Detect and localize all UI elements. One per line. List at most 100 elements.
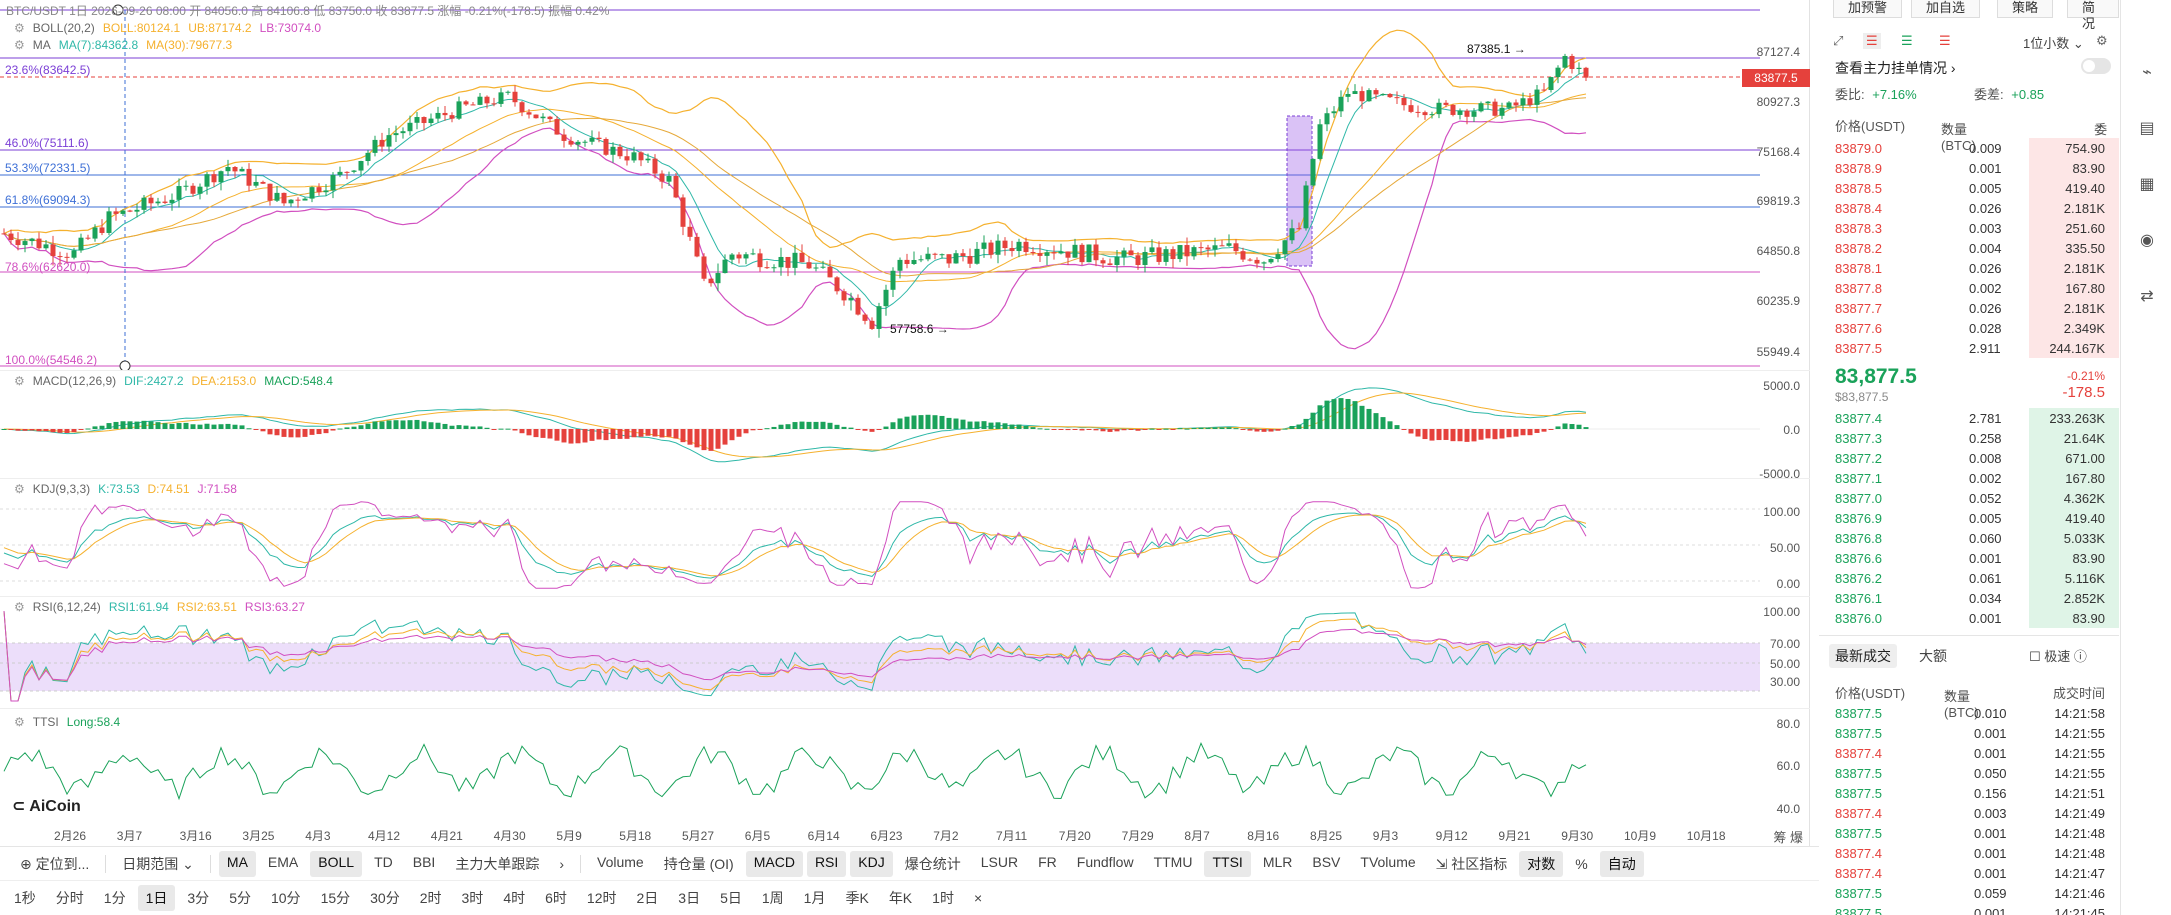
- ask-row[interactable]: 83877.7 0.026 2.181K: [1819, 298, 2119, 318]
- indicator-toggle[interactable]: TVolume: [1360, 853, 1416, 870]
- period-button[interactable]: 3日: [678, 890, 701, 906]
- close-icon[interactable]: ×: [973, 890, 983, 906]
- indicator-toggle[interactable]: Fundflow: [1076, 853, 1134, 870]
- period-button[interactable]: 1月: [803, 890, 826, 906]
- chart-icon[interactable]: ⌁: [2142, 64, 2152, 81]
- settings-icon[interactable]: ⚙: [14, 482, 25, 496]
- period-button[interactable]: 15分: [320, 890, 351, 906]
- settings-icon[interactable]: ⚙: [14, 715, 25, 729]
- locate-button[interactable]: ⊕ 定位到...: [20, 855, 90, 872]
- period-button[interactable]: 4时: [503, 890, 526, 906]
- top-action-button[interactable]: 加预警: [1833, 0, 1903, 18]
- settings-icon[interactable]: ⚙: [14, 21, 25, 35]
- bid-row[interactable]: 83877.4 2.781 233.263K: [1819, 408, 2119, 428]
- percent-button[interactable]: %: [1575, 855, 1588, 872]
- top-action-button[interactable]: 加自选: [1911, 0, 1981, 18]
- calculator-icon[interactable]: ▦: [2139, 176, 2155, 193]
- period-button[interactable]: 12时: [586, 890, 617, 906]
- macd-plot[interactable]: [0, 371, 1810, 479]
- chip-explode-label[interactable]: 筹 爆: [1773, 830, 1803, 845]
- period-button[interactable]: 1周: [761, 890, 784, 906]
- book-both-icon[interactable]: ☰: [1863, 33, 1881, 49]
- period-button[interactable]: 10分: [270, 890, 301, 906]
- bid-row[interactable]: 83876.1 0.034 2.852K: [1819, 588, 2119, 608]
- tab-latest-trades[interactable]: 最新成交: [1829, 644, 1897, 668]
- indicator-toggle[interactable]: 持仓量 (OI): [663, 855, 734, 872]
- indicator-toggle[interactable]: EMA: [267, 853, 299, 870]
- period-button[interactable]: 1秒: [14, 890, 36, 906]
- bid-row[interactable]: 83877.0 0.052 4.362K: [1819, 488, 2119, 508]
- indicator-toggle[interactable]: TTMU: [1153, 853, 1193, 870]
- bid-row[interactable]: 83876.0 0.001 83.90: [1819, 608, 2119, 628]
- ask-row[interactable]: 83877.8 0.002 167.80: [1819, 278, 2119, 298]
- ask-row[interactable]: 83879.0 0.009 754.90: [1819, 138, 2119, 158]
- main-orders-toggle[interactable]: [2081, 58, 2111, 74]
- indicator-toggle[interactable]: BBI: [412, 853, 436, 870]
- ask-row[interactable]: 83878.3 0.003 251.60: [1819, 218, 2119, 238]
- ttsi-pane[interactable]: ⚙ TTSI Long:58.4 80.0 60.0 40.0: [0, 708, 1810, 822]
- indicator-toggle[interactable]: BSV: [1312, 853, 1341, 870]
- period-button[interactable]: 6时: [545, 890, 567, 906]
- period-button[interactable]: 3分: [187, 890, 210, 906]
- settings-icon[interactable]: ⚙: [14, 374, 25, 388]
- bid-row[interactable]: 83877.3 0.258 21.64K: [1819, 428, 2119, 448]
- precision-select[interactable]: 1位小数 ⌄: [2023, 36, 2084, 51]
- ask-row[interactable]: 83878.1 0.026 2.181K: [1819, 258, 2119, 278]
- top-action-button[interactable]: 策略: [1997, 0, 2054, 18]
- robot-icon[interactable]: ◉: [2140, 232, 2154, 249]
- kdj-pane[interactable]: ⚙ KDJ(9,3,3) K:73.53 D:74.51 J:71.58 100…: [0, 478, 1810, 596]
- settings-icon[interactable]: ⚙: [14, 38, 25, 52]
- period-button[interactable]: 年K: [888, 890, 913, 906]
- period-button[interactable]: 30分: [370, 890, 400, 906]
- book-bids-icon[interactable]: ☰: [1901, 33, 1913, 48]
- period-button[interactable]: 1分: [103, 890, 126, 906]
- indicator-toggle[interactable]: FR: [1038, 853, 1057, 870]
- ask-row[interactable]: 83877.5 2.911 244.167K: [1819, 338, 2119, 358]
- indicator-toggle[interactable]: BOLL: [310, 850, 363, 877]
- chevron-right-icon[interactable]: ›: [559, 855, 564, 872]
- exchange-icon[interactable]: ⇄: [2140, 288, 2154, 305]
- indicator-toggle[interactable]: TD: [374, 853, 393, 870]
- indicator-toggle[interactable]: 主力大单跟踪: [455, 855, 540, 872]
- chart-area[interactable]: BTC/USDT 1日 2026-09-26 08:00 开 84056.0 高…: [0, 0, 1810, 846]
- ask-row[interactable]: 83877.6 0.028 2.349K: [1819, 318, 2119, 338]
- settings-icon[interactable]: ⚙: [2096, 33, 2108, 48]
- indicator-toggle[interactable]: Volume: [597, 853, 644, 870]
- macd-pane[interactable]: ⚙ MACD(12,26,9) DIF:2427.2 DEA:2153.0 MA…: [0, 370, 1810, 481]
- bid-row[interactable]: 83876.8 0.060 5.033K: [1819, 528, 2119, 548]
- community-indicator-button[interactable]: ⇲ 社区指标: [1435, 855, 1508, 872]
- top-action-button[interactable]: 简况: [2067, 0, 2119, 31]
- kdj-plot[interactable]: [0, 479, 1810, 597]
- bid-row[interactable]: 83877.2 0.008 671.00: [1819, 448, 2119, 468]
- period-button[interactable]: 分时: [55, 890, 84, 906]
- period-button[interactable]: 3时: [461, 890, 484, 906]
- rsi-plot[interactable]: [0, 597, 1810, 709]
- indicator-toggle[interactable]: KDJ: [850, 850, 893, 877]
- main-price-pane[interactable]: BTC/USDT 1日 2026-09-26 08:00 开 84056.0 高…: [0, 0, 1810, 370]
- date-range-button[interactable]: 日期范围 ⌄: [122, 855, 194, 872]
- ask-row[interactable]: 83878.5 0.005 419.40: [1819, 178, 2119, 198]
- bid-row[interactable]: 83877.1 0.002 167.80: [1819, 468, 2119, 488]
- period-button[interactable]: 2时: [419, 890, 442, 906]
- bid-row[interactable]: 83876.9 0.005 419.40: [1819, 508, 2119, 528]
- period-button[interactable]: 2日: [636, 890, 659, 906]
- ttsi-plot[interactable]: [0, 709, 1810, 823]
- bid-row[interactable]: 83876.6 0.001 83.90: [1819, 548, 2119, 568]
- indicator-toggle[interactable]: 爆仓统计: [904, 855, 961, 872]
- fast-mode-checkbox[interactable]: ☐ 极速 ⓘ: [2029, 649, 2087, 664]
- indicator-toggle[interactable]: TTSI: [1204, 850, 1251, 877]
- rsi-pane[interactable]: ⚙ RSI(6,12,24) RSI1:61.94 RSI2:63.51 RSI…: [0, 596, 1810, 708]
- news-icon[interactable]: ▤: [2139, 120, 2155, 137]
- ask-row[interactable]: 83878.9 0.001 83.90: [1819, 158, 2119, 178]
- period-button[interactable]: 季K: [845, 890, 869, 906]
- header-amount[interactable]: 委托额 ⌄: [2094, 116, 2107, 175]
- period-button[interactable]: 5分: [229, 890, 251, 906]
- header-qty[interactable]: 数量 (BTC) ⌄: [1941, 116, 1976, 153]
- indicator-toggle[interactable]: LSUR: [980, 853, 1019, 870]
- indicator-toggle[interactable]: MLR: [1262, 853, 1293, 870]
- book-asks-icon[interactable]: ☰: [1939, 33, 1951, 48]
- period-button[interactable]: 1时: [932, 890, 954, 906]
- auto-scale-button[interactable]: 自动: [1599, 850, 1644, 877]
- period-button[interactable]: 5日: [720, 890, 742, 906]
- ask-row[interactable]: 83878.2 0.004 335.50: [1819, 238, 2119, 258]
